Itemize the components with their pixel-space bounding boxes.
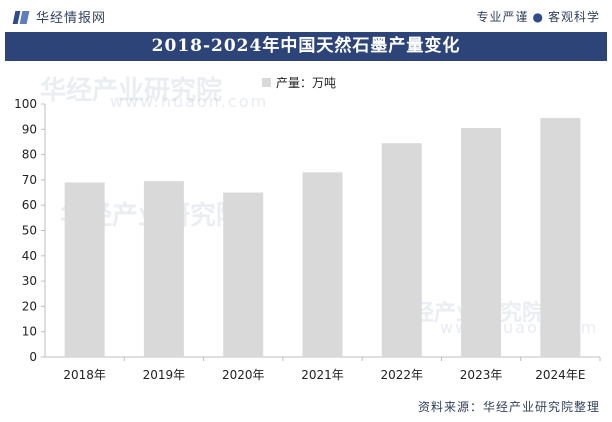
x-tick-label: 2021年 (301, 368, 344, 382)
x-tick-label: 2024年E (535, 368, 585, 382)
slogan-right: 客观科学 (547, 10, 600, 24)
x-tick-label: 2022年 (381, 368, 424, 382)
x-tick-label: 2018年 (63, 368, 106, 382)
x-tick-label: 2020年 (222, 368, 265, 382)
legend-swatch (262, 78, 271, 87)
bar (540, 117, 581, 357)
y-tick-label: 0 (29, 350, 37, 364)
y-tick-label: 60 (22, 198, 37, 212)
y-tick-label: 40 (22, 249, 37, 263)
header-bar: 华经情报网 专业严谨 ● 客观科学 (0, 0, 612, 30)
bar (381, 143, 422, 357)
bar (143, 181, 184, 357)
bar (64, 182, 105, 357)
legend-label: 产量：万吨 (276, 76, 337, 90)
y-tick-label: 10 (22, 325, 37, 339)
slogan-left: 专业严谨 (476, 10, 529, 24)
brand-name: 华经情报网 (36, 11, 107, 26)
chart-title: 2018-2024年中国天然石墨产量变化 (5, 32, 607, 61)
x-tick-label: 2023年 (460, 368, 503, 382)
source-note: 资料来源：华经产业研究院整理 (417, 400, 600, 414)
y-tick-label: 100 (14, 97, 37, 111)
bar (223, 192, 264, 357)
y-tick-label: 30 (22, 274, 37, 288)
y-tick-label: 80 (22, 148, 37, 162)
y-tick-label: 50 (22, 224, 37, 238)
y-tick-label: 90 (22, 122, 37, 136)
x-tick-label: 2019年 (143, 368, 186, 382)
bar (461, 128, 502, 357)
y-tick-label: 70 (22, 173, 37, 187)
bar (302, 172, 343, 357)
y-tick-label: 20 (22, 299, 37, 313)
brand: 华经情报网 (12, 7, 107, 26)
slogan: 专业严谨 ● 客观科学 (476, 8, 600, 25)
chart-legend: 产量：万吨 (262, 74, 336, 91)
dot-separator-icon: ● (532, 10, 544, 24)
